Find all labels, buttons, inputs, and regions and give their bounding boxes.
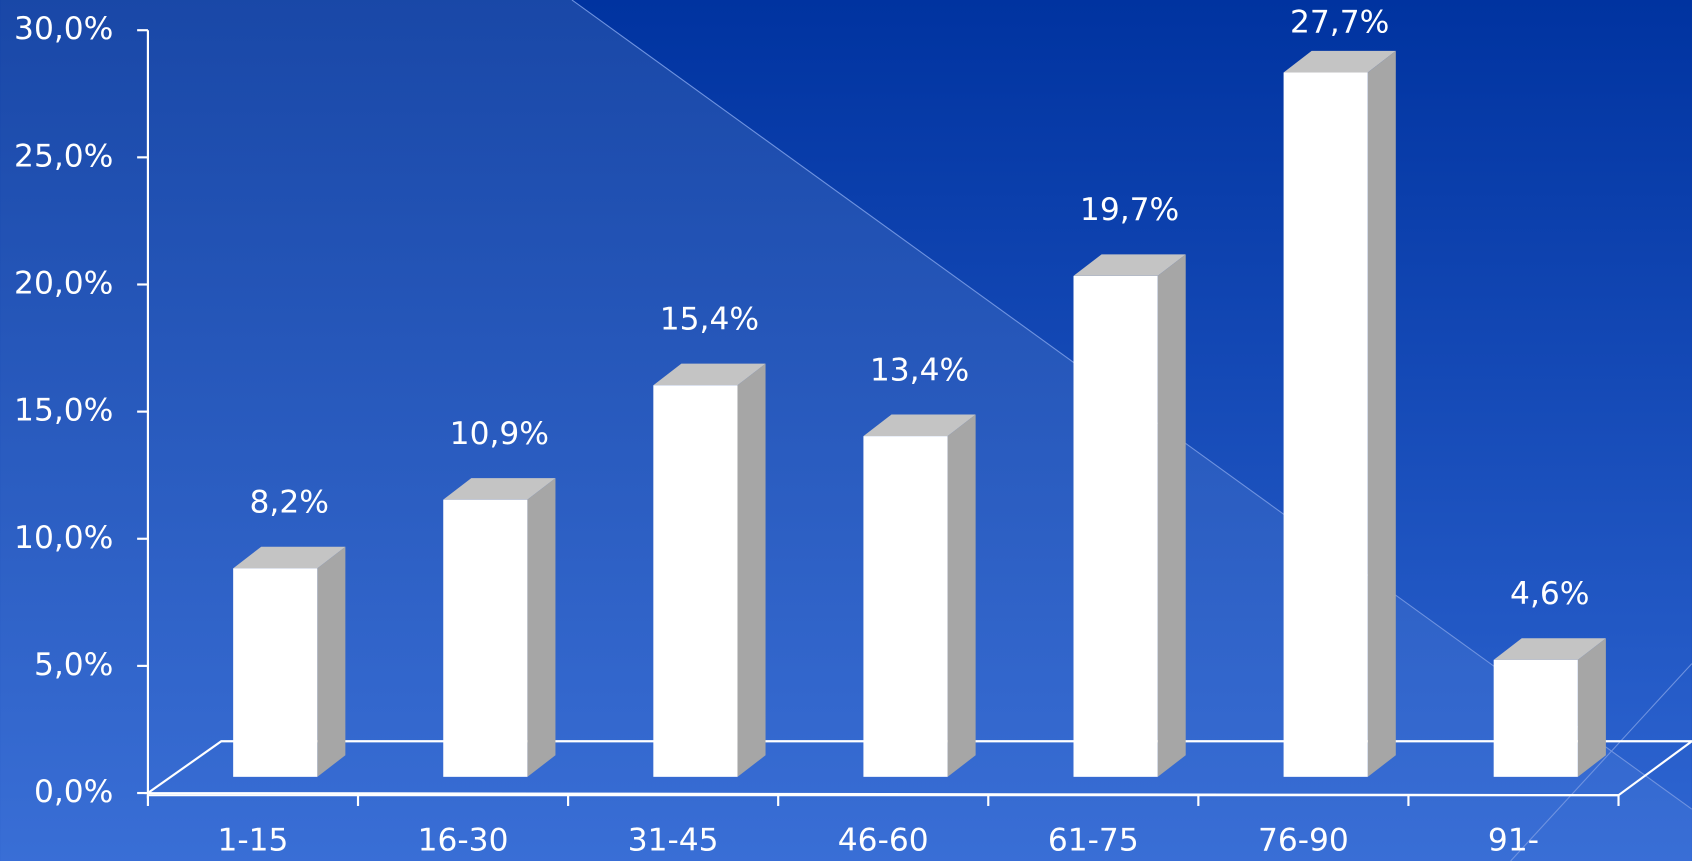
bar bbox=[1073, 275, 1158, 777]
x-tick-label: 16-30 bbox=[418, 823, 509, 859]
x-tick-label: 46-60 bbox=[838, 823, 929, 859]
value-label: 8,2% bbox=[250, 485, 329, 521]
x-tick-label: 31-45 bbox=[628, 823, 719, 859]
bar-side bbox=[527, 478, 556, 777]
bar-side bbox=[1367, 50, 1396, 777]
y-tick-label: 30,0% bbox=[14, 11, 113, 47]
bar bbox=[1493, 659, 1578, 777]
value-label: 4,6% bbox=[1510, 576, 1589, 612]
bar-side bbox=[737, 363, 766, 777]
bar-top bbox=[1493, 638, 1606, 660]
y-tick-label: 5,0% bbox=[34, 647, 113, 683]
bar-top bbox=[863, 414, 976, 437]
bar-side bbox=[317, 546, 346, 777]
x-tick-label: 76-90 bbox=[1258, 823, 1349, 859]
value-label: 13,4% bbox=[870, 352, 969, 388]
bar bbox=[653, 385, 738, 777]
bar bbox=[233, 568, 318, 777]
value-label: 19,7% bbox=[1080, 192, 1179, 228]
x-tick-label: 61-75 bbox=[1048, 823, 1139, 859]
bar-top bbox=[1073, 254, 1186, 276]
background-line bbox=[1510, 663, 1692, 861]
value-label: 15,4% bbox=[660, 302, 759, 338]
value-label: 10,9% bbox=[450, 416, 549, 452]
y-tick-label: 0,0% bbox=[34, 774, 113, 810]
bar bbox=[443, 499, 528, 777]
y-tick-label: 10,0% bbox=[14, 520, 113, 556]
x-tick-label: 91- bbox=[1488, 823, 1539, 859]
bar bbox=[863, 436, 948, 777]
y-tick-label: 15,0% bbox=[14, 393, 113, 429]
y-tick-label: 20,0% bbox=[14, 265, 113, 301]
x-tick-label: 1-15 bbox=[217, 823, 288, 859]
y-tick-label: 25,0% bbox=[14, 138, 113, 174]
bar-side bbox=[947, 414, 976, 777]
bar-top bbox=[233, 546, 346, 569]
bar-top bbox=[653, 363, 766, 386]
bar bbox=[1283, 72, 1368, 777]
bar-top bbox=[1283, 50, 1396, 73]
value-label: 27,7% bbox=[1290, 5, 1389, 41]
bar-top bbox=[443, 478, 556, 500]
bar-side bbox=[1577, 638, 1606, 777]
bar-side bbox=[1157, 254, 1186, 777]
